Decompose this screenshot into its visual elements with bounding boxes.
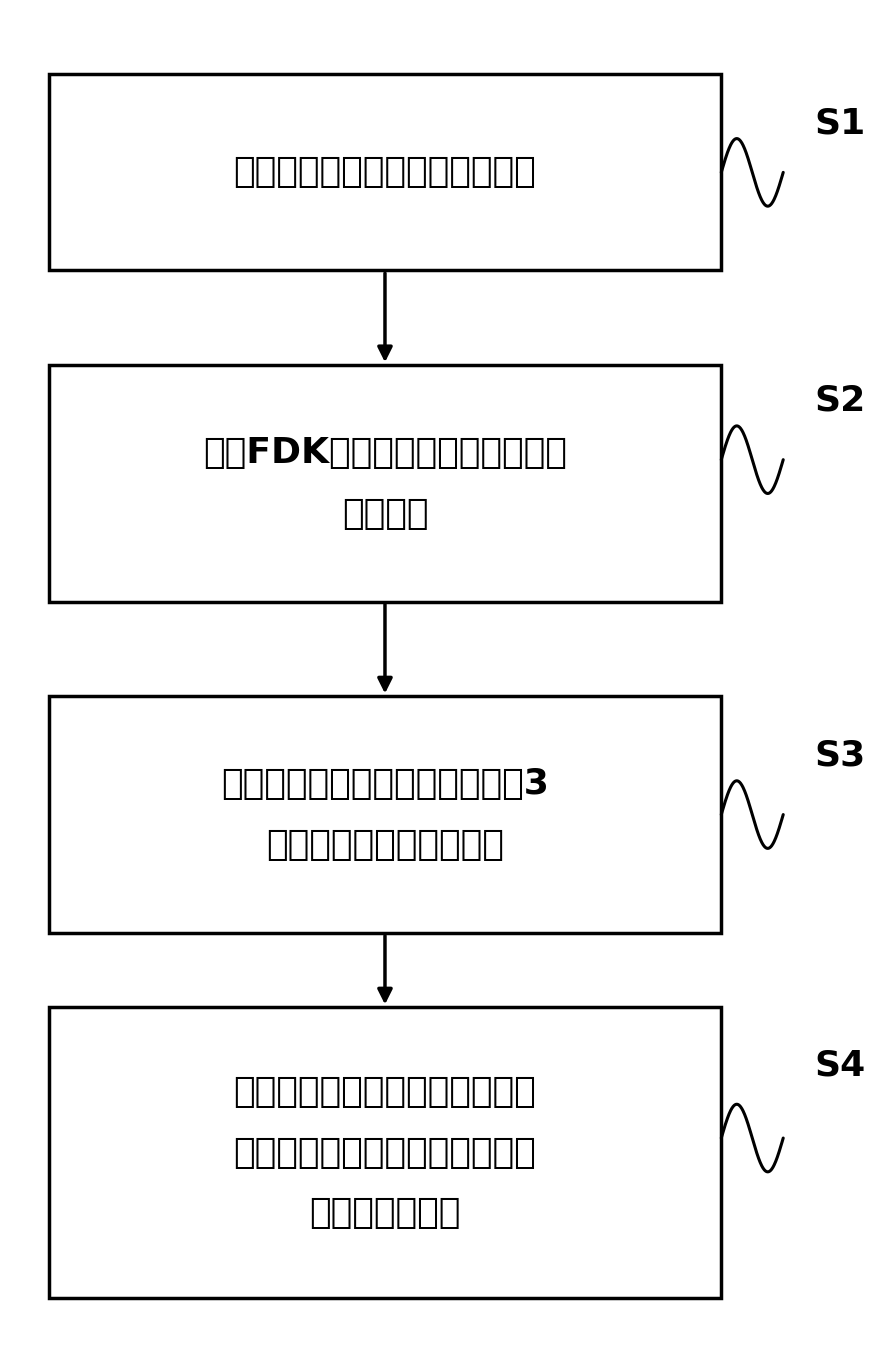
Text: 将每个能量段的重建图像建模为3: 将每个能量段的重建图像建模为3 — [221, 767, 549, 802]
Text: 最终的成像图像: 最终的成像图像 — [309, 1197, 461, 1230]
Text: 模拟得到每段窄束能谱的投影值: 模拟得到每段窄束能谱的投影值 — [234, 155, 536, 189]
Text: 权融合算法进行优化加权，得到: 权融合算法进行优化加权，得到 — [234, 1136, 536, 1169]
Text: S1: S1 — [814, 107, 866, 141]
Bar — [49, 365, 721, 602]
Bar — [49, 74, 721, 270]
Text: S2: S2 — [814, 384, 866, 418]
Text: S3: S3 — [814, 738, 866, 772]
Bar — [49, 696, 721, 933]
Text: 使用FDK算法，得到每个能量段的: 使用FDK算法，得到每个能量段的 — [203, 435, 567, 470]
Bar — [49, 1007, 721, 1298]
Text: 重建图像: 重建图像 — [342, 496, 428, 531]
Text: 阶张量，建立最小化模型: 阶张量，建立最小化模型 — [266, 827, 504, 863]
Text: 将所得张量中的每一个切片按加: 将所得张量中的每一个切片按加 — [234, 1075, 536, 1109]
Text: S4: S4 — [814, 1048, 866, 1083]
